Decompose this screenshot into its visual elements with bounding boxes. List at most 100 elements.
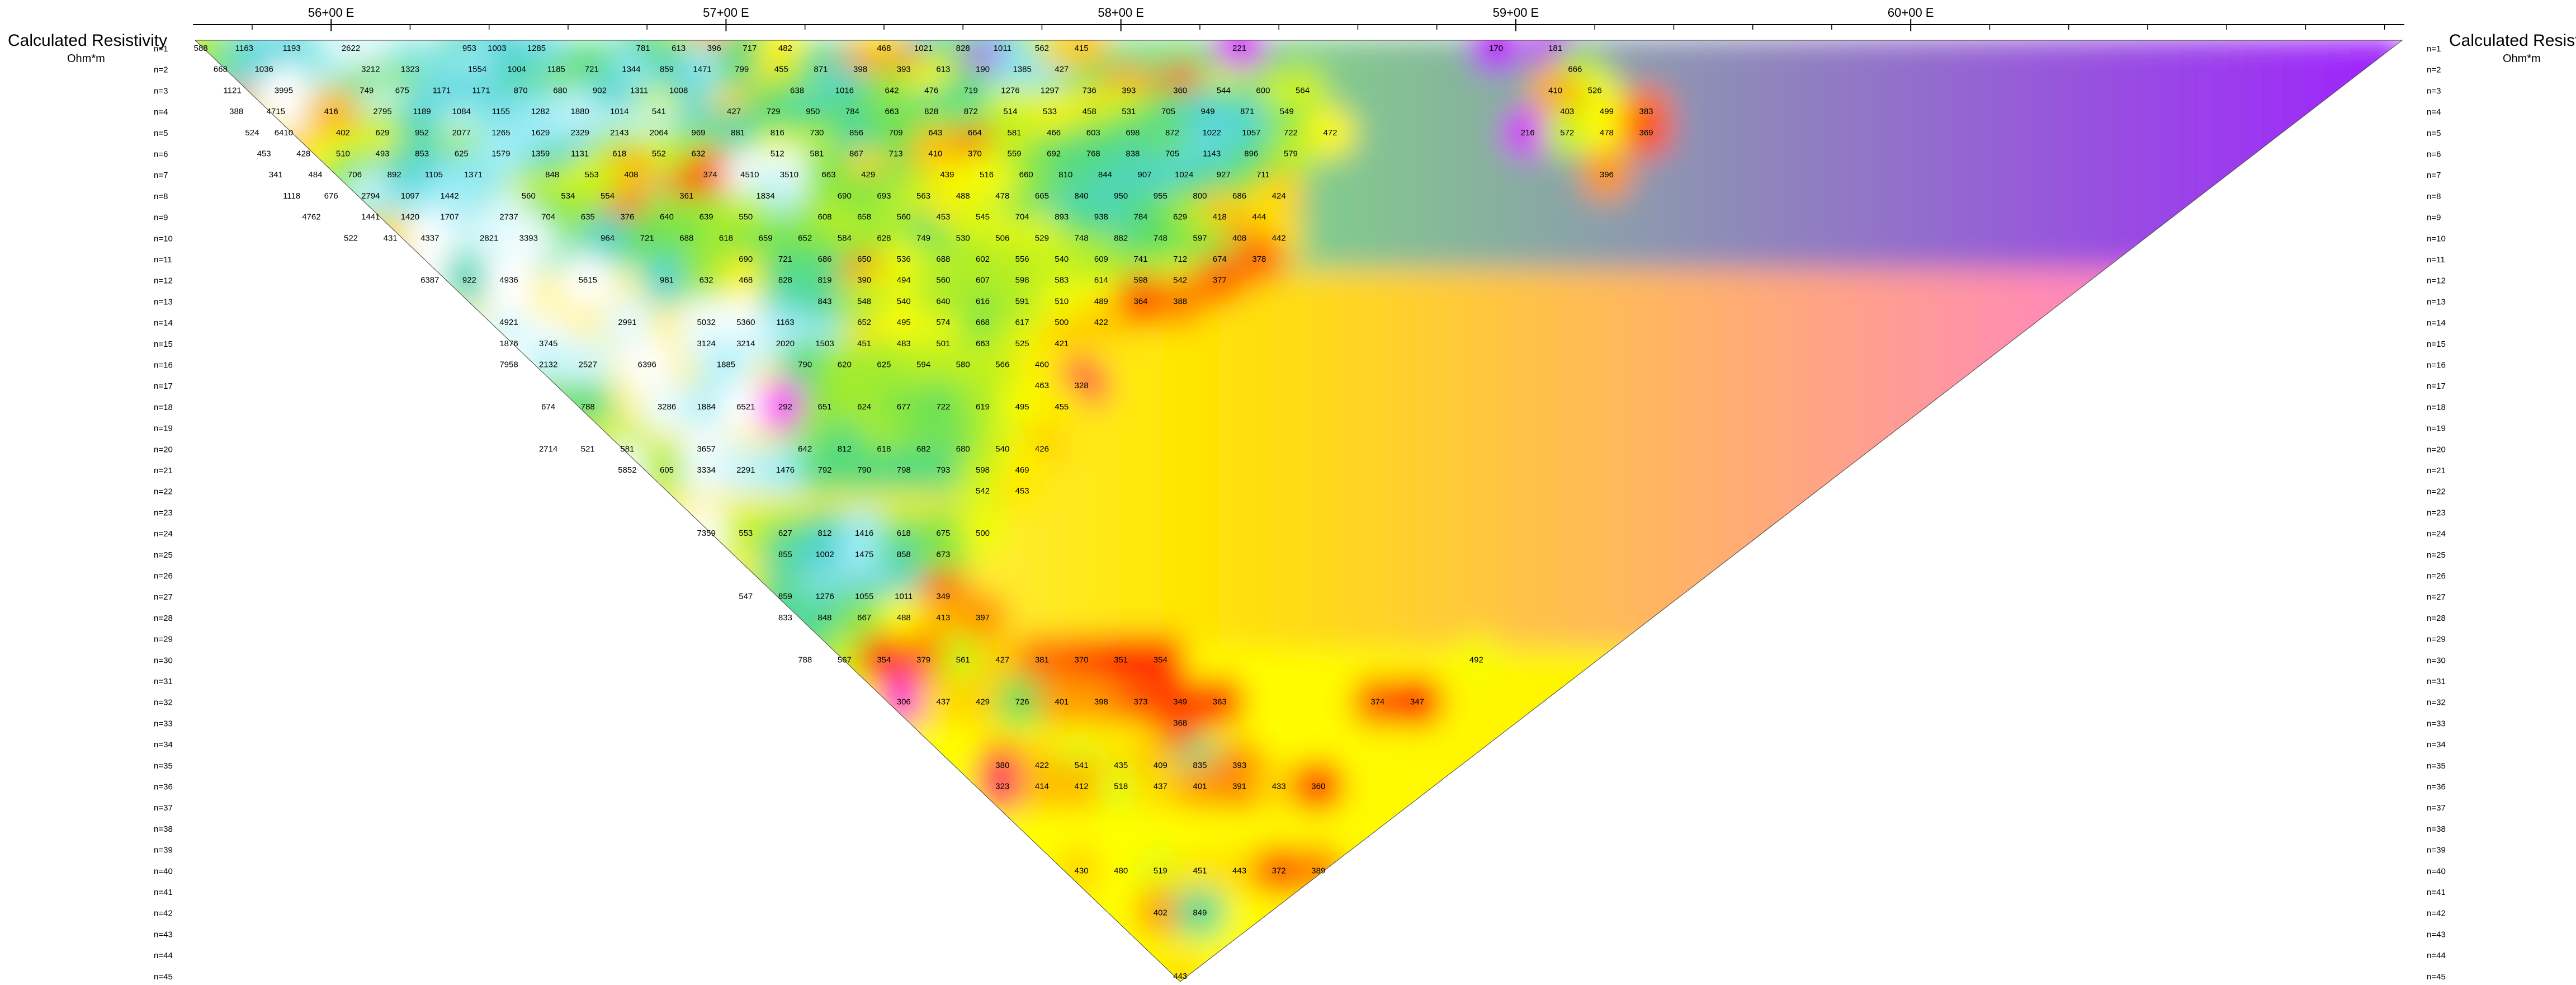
resistivity-value-label: 784 [1133, 213, 1147, 222]
resistivity-value-label: 506 [995, 233, 1009, 243]
n-level-label: n=21 [154, 466, 173, 475]
resistivity-value-label: 663 [976, 339, 990, 348]
resistivity-cell [621, 338, 673, 390]
resistivity-value-label: 361 [679, 191, 693, 201]
n-level-label: n=10 [154, 234, 173, 243]
resistivity-value-label: 401 [1193, 782, 1207, 791]
n-level-label: n=13 [2427, 297, 2446, 307]
n-level-label: n=21 [2427, 466, 2446, 475]
resistivity-value-label: 429 [976, 697, 990, 707]
resistivity-cell [680, 444, 732, 496]
x-axis-tick-label: 59+00 E [1493, 6, 1539, 20]
resistivity-value-label: 443 [1173, 972, 1187, 981]
resistivity-value-label: 428 [296, 149, 310, 159]
resistivity-cell [799, 275, 850, 327]
resistivity-value-label: 608 [817, 213, 831, 222]
resistivity-value-label: 748 [1075, 233, 1089, 243]
resistivity-value-label: 439 [940, 170, 954, 180]
resistivity-value-label: 398 [1094, 697, 1108, 707]
resistivity-value-label: 5852 [618, 465, 636, 475]
resistivity-value-label: 722 [1284, 128, 1298, 138]
n-level-label: n=28 [2427, 614, 2446, 623]
resistivity-value-label: 800 [1193, 191, 1207, 201]
resistivity-value-label: 2143 [610, 128, 628, 138]
resistivity-value-label: 835 [1193, 761, 1207, 770]
resistivity-value-label: 3995 [275, 86, 293, 95]
n-level-label: n=45 [2427, 972, 2446, 982]
resistivity-value-label: 711 [1256, 170, 1270, 180]
resistivity-value-label: 692 [1047, 149, 1061, 159]
resistivity-value-label: 712 [1173, 255, 1187, 264]
resistivity-value-label: 784 [845, 107, 859, 116]
resistivity-value-label: 717 [743, 44, 757, 53]
resistivity-value-label: 552 [652, 149, 666, 159]
resistivity-cell [1016, 634, 1068, 686]
resistivity-value-label: 1876 [499, 339, 518, 348]
resistivity-value-label: 1420 [401, 213, 419, 222]
resistivity-value-label: 540 [995, 444, 1009, 454]
resistivity-value-label: 664 [968, 128, 982, 138]
resistivity-value-label: 651 [817, 402, 831, 412]
resistivity-cell [562, 338, 614, 390]
resistivity-value-label: 1171 [472, 86, 490, 95]
resistivity-cell [957, 465, 1009, 517]
resistivity-value-label: 2020 [776, 339, 795, 348]
resistivity-value-label: 378 [1252, 255, 1266, 264]
resistivity-value-label: 351 [1114, 655, 1128, 664]
resistivity-value-label: 2737 [499, 213, 518, 222]
resistivity-value-label: 713 [889, 149, 903, 159]
resistivity-value-label: 922 [462, 276, 476, 285]
n-level-label: n=25 [154, 550, 173, 560]
resistivity-cell [957, 591, 1009, 643]
n-level-label: n=22 [154, 487, 173, 497]
resistivity-value-label: 828 [778, 276, 792, 285]
resistivity-value-label: 380 [995, 761, 1009, 770]
resistivity-value-label: 499 [1600, 107, 1614, 116]
n-level-label: n=23 [2427, 508, 2446, 517]
resistivity-cell [838, 591, 890, 643]
n-level-label: n=35 [154, 761, 173, 771]
resistivity-cell [1194, 254, 1246, 306]
resistivity-value-label: 618 [612, 149, 626, 159]
resistivity-value-label: 781 [636, 44, 650, 53]
resistivity-value-label: 871 [1240, 107, 1254, 116]
resistivity-value-label: 1707 [440, 213, 459, 222]
resistivity-value-label: 534 [561, 191, 575, 201]
resistivity-value-label: 867 [849, 149, 863, 159]
resistivity-value-label: 639 [699, 213, 713, 222]
resistivity-value-label: 2821 [480, 233, 498, 243]
resistivity-value-label: 721 [778, 255, 792, 264]
resistivity-value-label: 418 [1213, 213, 1227, 222]
resistivity-value-label: 398 [853, 65, 867, 74]
resistivity-cell [1233, 233, 1285, 285]
resistivity-value-label: 617 [1015, 318, 1029, 327]
resistivity-cell [1174, 887, 1226, 939]
resistivity-value-label: 429 [861, 170, 875, 180]
resistivity-value-label: 1371 [464, 170, 483, 180]
resistivity-value-label: 790 [857, 465, 871, 475]
n-level-label: n=38 [154, 824, 173, 834]
resistivity-cell [1253, 760, 1305, 812]
resistivity-value-label: 3286 [658, 402, 676, 412]
resistivity-value-label: 686 [817, 255, 831, 264]
resistivity-cell [996, 676, 1048, 728]
resistivity-value-label: 665 [1035, 191, 1049, 201]
n-level-label: n=41 [2427, 888, 2446, 897]
resistivity-value-label: 1385 [1013, 65, 1031, 74]
resistivity-value-label: 574 [936, 318, 950, 327]
resistivity-value-label: 549 [1280, 107, 1294, 116]
resistivity-value-label: 562 [1035, 44, 1049, 53]
resistivity-value-label: 510 [336, 149, 350, 159]
resistivity-value-label: 542 [1173, 276, 1187, 285]
resistivity-value-label: 393 [897, 65, 911, 74]
resistivity-value-label: 938 [1094, 213, 1108, 222]
field-background-band [195, 648, 2402, 982]
n-level-label: n=45 [154, 972, 173, 982]
resistivity-cell [996, 465, 1048, 517]
resistivity-value-label: 1002 [815, 550, 834, 559]
x-axis-tick-label: 56+00 E [308, 6, 355, 20]
resistivity-value-label: 793 [936, 465, 950, 475]
resistivity-value-label: 581 [620, 444, 634, 454]
resistivity-value-label: 374 [1370, 697, 1384, 707]
resistivity-value-label: 1057 [1242, 128, 1260, 138]
